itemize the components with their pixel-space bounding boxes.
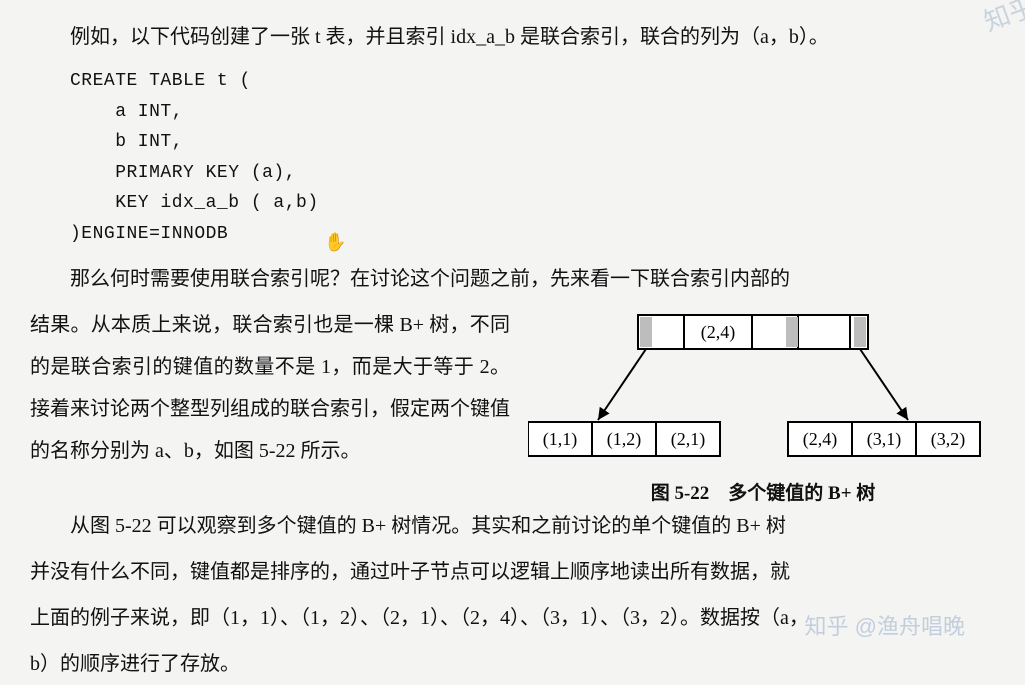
sql-code-block: CREATE TABLE t ( a INT, b INT, PRIMARY K…: [70, 66, 995, 250]
root-key: (2,4): [701, 322, 736, 343]
intro-paragraph: 例如，以下代码创建了一张 t 表，并且索引 idx_a_b 是联合索引，联合的列…: [30, 16, 995, 58]
watermark-bottom-right: 知乎 @渔舟唱晚: [805, 609, 965, 641]
svg-text:(3,1): (3,1): [867, 429, 902, 450]
svg-text:(1,1): (1,1): [543, 429, 578, 450]
svg-text:(2,4): (2,4): [803, 429, 838, 450]
svg-text:(3,2): (3,2): [931, 429, 966, 450]
para2-lead: 那么何时需要使用联合索引呢？在讨论这个问题之前，先来看一下联合索引内部的: [30, 258, 995, 300]
bplus-tree-diagram: (2,4) (1,1) (1,2) (2,1): [528, 304, 998, 505]
para3-line4: b）的顺序进行了存放。: [30, 643, 995, 685]
text-diagram-row: 结果。从本质上来说，联合索引也是一棵 B+ 树，不同的是联合索引的键值的数量不是…: [30, 304, 995, 505]
svg-text:(2,1): (2,1): [671, 429, 706, 450]
para3-line2: 并没有什么不同，键值都是排序的，通过叶子节点可以逻辑上顺序地读出所有数据，就: [30, 551, 995, 593]
para2-wrap: 结果。从本质上来说，联合索引也是一棵 B+ 树，不同的是联合索引的键值的数量不是…: [30, 304, 510, 472]
figure-caption: 图 5-22 多个键值的 B+ 树: [528, 478, 998, 505]
svg-text:(1,2): (1,2): [607, 429, 642, 450]
para3-line1: 从图 5-22 可以观察到多个键值的 B+ 树情况。其实和之前讨论的单个键值的 …: [30, 505, 995, 547]
